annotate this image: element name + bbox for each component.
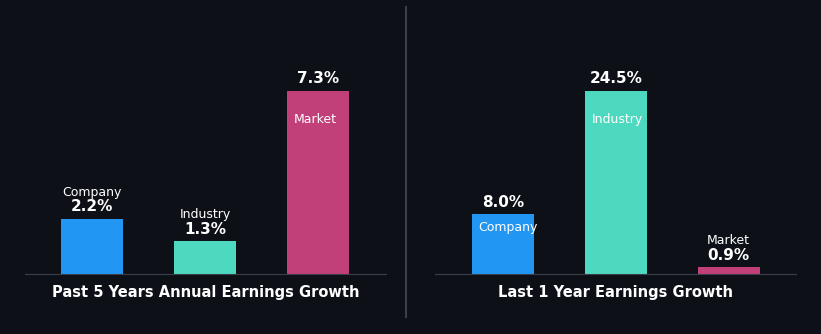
Text: Industry: Industry <box>591 113 643 126</box>
Text: Market: Market <box>294 113 337 126</box>
Bar <box>472 214 534 274</box>
Text: Company: Company <box>62 186 122 199</box>
Text: 1.3%: 1.3% <box>184 222 227 237</box>
Bar <box>698 267 759 274</box>
Text: 24.5%: 24.5% <box>589 71 642 86</box>
Bar <box>62 219 123 274</box>
Text: Company: Company <box>479 221 538 234</box>
Bar <box>585 91 647 274</box>
Text: 0.9%: 0.9% <box>708 247 750 263</box>
Text: 7.3%: 7.3% <box>297 71 339 86</box>
X-axis label: Last 1 Year Earnings Growth: Last 1 Year Earnings Growth <box>498 285 733 300</box>
Bar <box>287 91 349 274</box>
Text: 2.2%: 2.2% <box>71 199 113 214</box>
Text: Market: Market <box>707 234 750 247</box>
Text: 8.0%: 8.0% <box>482 194 524 209</box>
Bar <box>174 241 236 274</box>
X-axis label: Past 5 Years Annual Earnings Growth: Past 5 Years Annual Earnings Growth <box>52 285 359 300</box>
Text: Industry: Industry <box>180 208 231 221</box>
